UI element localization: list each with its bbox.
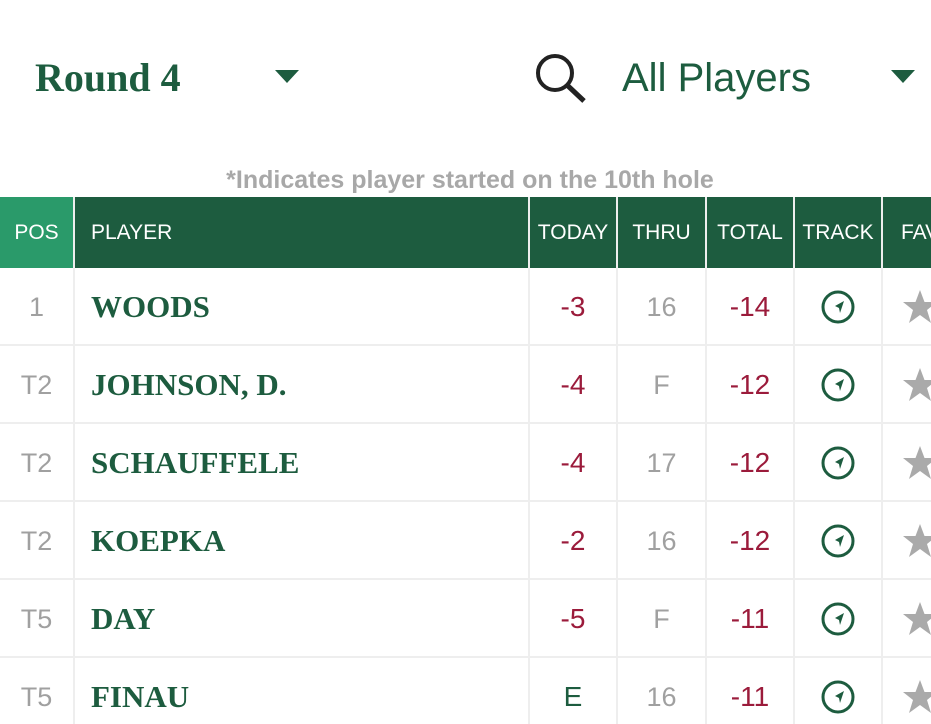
track-icon [821, 602, 855, 636]
total-score: -12 [707, 426, 793, 502]
total-score: -12 [707, 504, 793, 580]
position: T2 [0, 504, 73, 580]
search-icon[interactable] [534, 52, 588, 104]
favorite-button[interactable] [883, 504, 931, 580]
note: *Indicates player started on the 10th ho… [226, 166, 714, 194]
track-button[interactable] [795, 582, 881, 658]
star-icon [903, 602, 931, 635]
favorite-button[interactable] [883, 348, 931, 424]
favorite-button[interactable] [883, 660, 931, 724]
today-score: -5 [530, 582, 616, 658]
position: T2 [0, 348, 73, 424]
column-header: POS [0, 197, 73, 268]
thru: 17 [618, 426, 705, 502]
player-name[interactable]: JOHNSON, D. [75, 348, 528, 424]
favorite-button[interactable] [883, 582, 931, 658]
player-name[interactable]: KOEPKA [75, 504, 528, 580]
today-score: -2 [530, 504, 616, 580]
track-button[interactable] [795, 504, 881, 580]
total-score: -12 [707, 348, 793, 424]
position: T2 [0, 426, 73, 502]
column-divider [73, 197, 75, 724]
column-header: PLAYER [75, 197, 528, 268]
track-button[interactable] [795, 348, 881, 424]
thru: F [618, 582, 705, 658]
dropdown-arrow[interactable] [891, 70, 915, 84]
track-icon [821, 446, 855, 480]
player-name[interactable]: DAY [75, 582, 528, 658]
column-divider [528, 197, 530, 724]
column-header: FAV [883, 197, 931, 268]
track-button[interactable] [795, 660, 881, 724]
track-button[interactable] [795, 426, 881, 502]
star-icon [903, 446, 931, 479]
thru: 16 [618, 660, 705, 724]
position: T5 [0, 582, 73, 658]
player-name[interactable]: SCHAUFFELE [75, 426, 528, 502]
track-icon [821, 368, 855, 402]
column-divider [705, 197, 707, 724]
star-icon [903, 368, 931, 401]
column-divider [793, 197, 795, 724]
favorite-button[interactable] [883, 270, 931, 346]
today-score: -4 [530, 426, 616, 502]
today-score: -4 [530, 348, 616, 424]
column-header: TODAY [530, 197, 616, 268]
player-name[interactable]: FINAU [75, 660, 528, 724]
star-icon [903, 524, 931, 557]
column-header: TOTAL [707, 197, 793, 268]
position: T5 [0, 660, 73, 724]
thru: 16 [618, 504, 705, 580]
round-selector[interactable]: Round 4 [35, 55, 181, 100]
total-score: -11 [707, 582, 793, 658]
column-divider [616, 197, 618, 724]
total-score: -11 [707, 660, 793, 724]
dropdown-arrow[interactable] [275, 70, 299, 84]
column-header: TRACK [795, 197, 881, 268]
today-score: E [530, 660, 616, 724]
track-button[interactable] [795, 270, 881, 346]
column-header: THRU [618, 197, 705, 268]
player-name[interactable]: WOODS [75, 270, 528, 346]
track-icon [821, 290, 855, 324]
track-icon [821, 680, 855, 714]
column-divider [881, 197, 883, 724]
thru: 16 [618, 270, 705, 346]
star-icon [903, 290, 931, 323]
player-filter[interactable]: All Players [622, 56, 811, 100]
thru: F [618, 348, 705, 424]
favorite-button[interactable] [883, 426, 931, 502]
position: 1 [0, 270, 73, 346]
star-icon [903, 680, 931, 713]
today-score: -3 [530, 270, 616, 346]
track-icon [821, 524, 855, 558]
total-score: -14 [707, 270, 793, 346]
